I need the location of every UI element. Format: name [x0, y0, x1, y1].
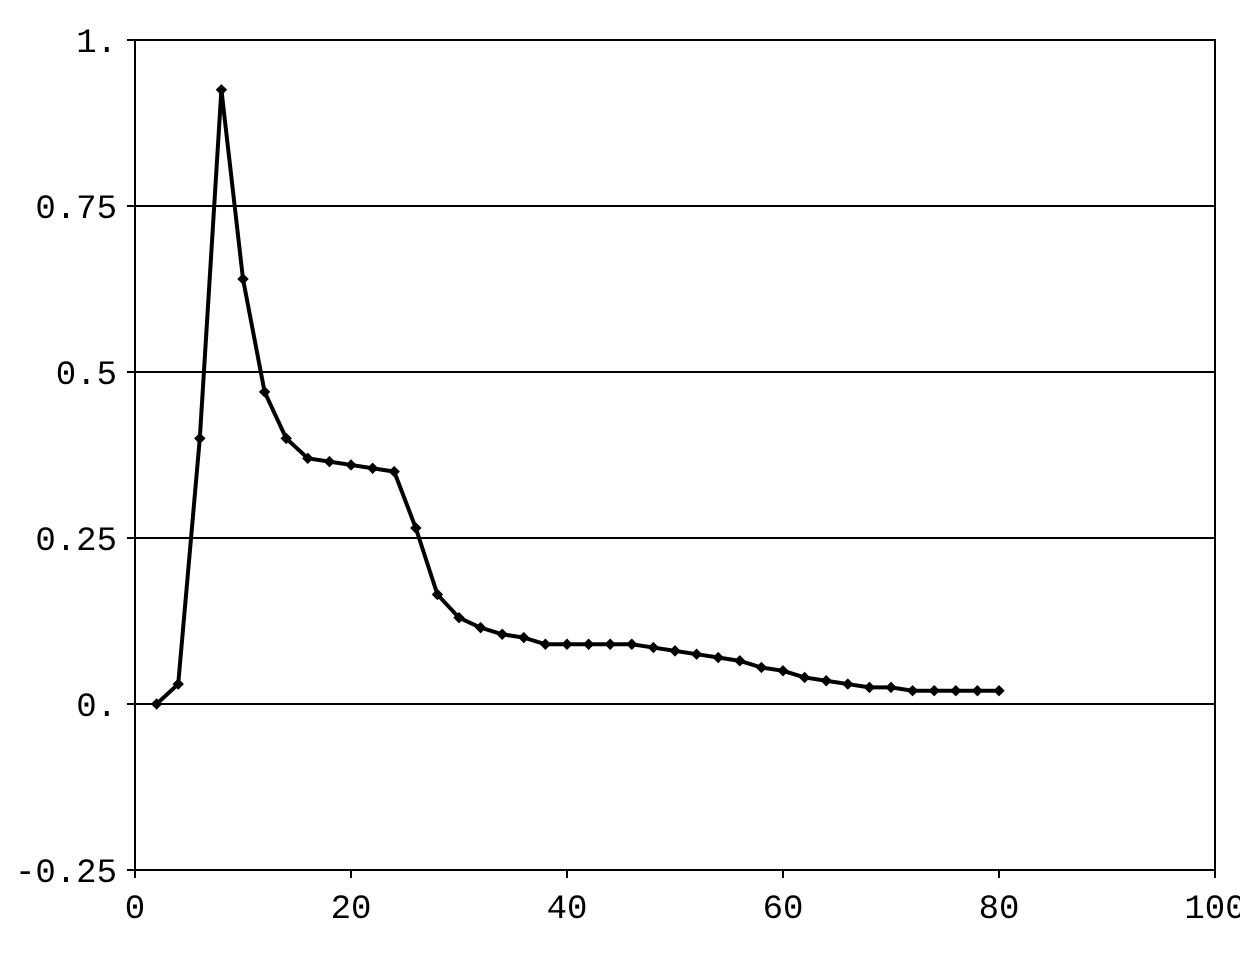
y-tick-label: 0.25 [35, 523, 117, 561]
x-tick-label: 40 [547, 891, 588, 929]
chart-container: 0 20 40 60 80 100 -0.25 0. 0.25 0.5 0.75 1. [0, 0, 1240, 960]
y-tick-label: -0.25 [15, 855, 117, 893]
x-tick-label: 100 [1184, 891, 1240, 929]
line-chart: 0 20 40 60 80 100 -0.25 0. 0.25 0.5 0.75 1. [0, 0, 1240, 960]
y-tick-label: 0. [76, 689, 117, 727]
x-tick-label: 60 [763, 891, 804, 929]
x-tick-label: 0 [125, 891, 145, 929]
x-tick-label: 80 [979, 891, 1020, 929]
y-tick-label: 1. [76, 25, 117, 63]
y-tick-label: 0.5 [56, 357, 117, 395]
y-tick-label: 0.75 [35, 191, 117, 229]
x-tick-label: 20 [331, 891, 372, 929]
